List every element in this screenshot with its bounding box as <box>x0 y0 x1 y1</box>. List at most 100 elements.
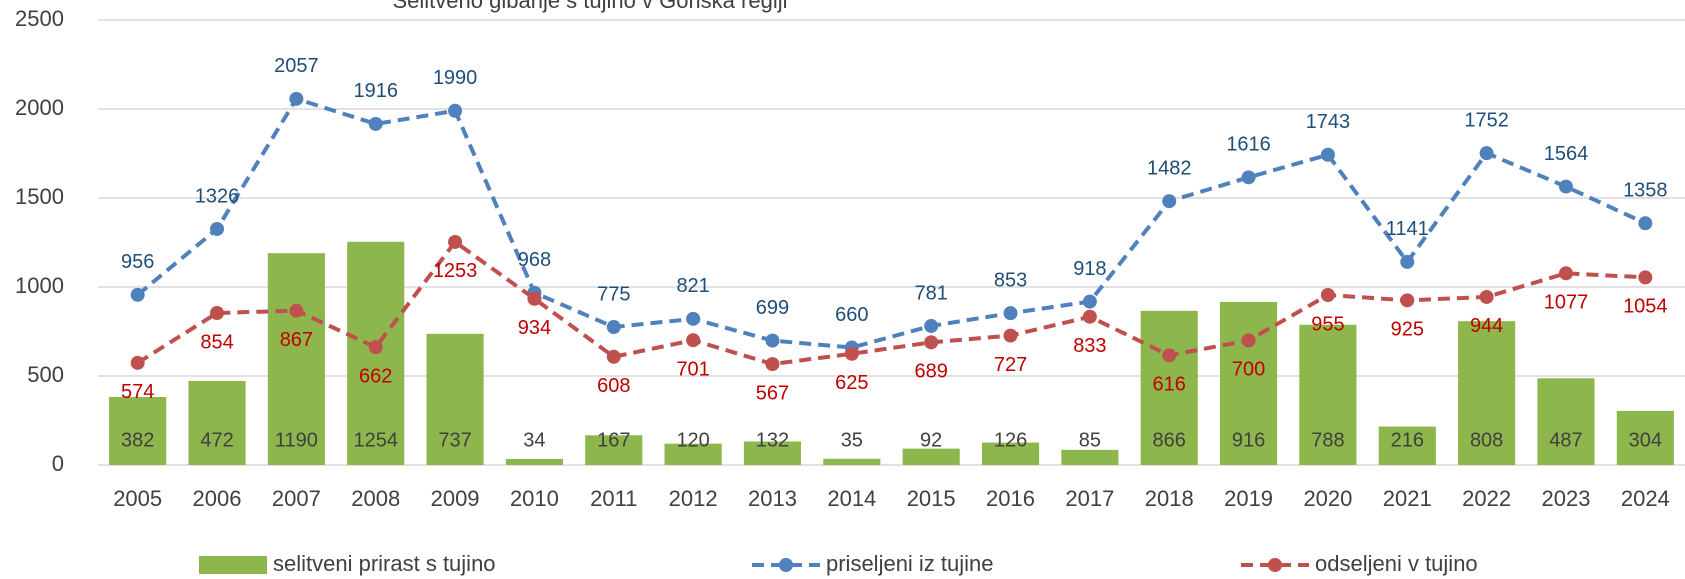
data-label: 34 <box>523 429 545 451</box>
point <box>1241 170 1256 185</box>
data-label: 699 <box>756 297 789 319</box>
point <box>448 103 463 118</box>
point <box>448 234 463 249</box>
point <box>1003 306 1018 321</box>
bar <box>585 435 643 465</box>
x-tick-label: 2010 <box>510 486 559 511</box>
bar <box>1061 449 1119 465</box>
data-label: 866 <box>1153 429 1186 451</box>
x-tick-label: 2015 <box>907 486 956 511</box>
data-label: 788 <box>1311 429 1344 451</box>
point <box>765 333 780 348</box>
y-tick-label: 1000 <box>15 273 64 298</box>
data-label: 574 <box>121 381 154 403</box>
point <box>844 346 859 361</box>
data-label: 35 <box>841 429 863 451</box>
legend-label: priseljeni iz tujine <box>826 551 994 576</box>
point <box>210 221 225 236</box>
point <box>924 335 939 350</box>
data-label: 781 <box>914 282 947 304</box>
data-label: 2057 <box>274 55 319 77</box>
point <box>686 333 701 348</box>
point <box>1241 333 1256 348</box>
data-label: 867 <box>280 329 313 351</box>
x-tick-label: 2012 <box>669 486 718 511</box>
legend-label: odseljeni v tujino <box>1315 551 1478 576</box>
legend-marker <box>779 558 793 572</box>
x-tick-label: 2022 <box>1462 486 1511 511</box>
point <box>289 91 304 106</box>
y-tick-label: 2500 <box>15 6 64 31</box>
data-label: 304 <box>1629 429 1662 451</box>
point <box>1558 266 1573 281</box>
x-tick-label: 2005 <box>113 486 162 511</box>
data-label: 126 <box>994 429 1027 451</box>
data-label: 382 <box>121 429 154 451</box>
data-label: 775 <box>597 283 630 305</box>
bar <box>188 380 246 465</box>
y-tick-label: 2000 <box>15 95 64 120</box>
point <box>1320 147 1335 162</box>
x-tick-label: 2024 <box>1621 486 1670 511</box>
line <box>136 96 1647 350</box>
data-label: 727 <box>994 354 1027 376</box>
data-label: 608 <box>597 375 630 397</box>
legend-label: selitveni prirast s tujino <box>273 551 496 576</box>
point <box>1479 289 1494 304</box>
x-tick-label: 2014 <box>827 486 876 511</box>
data-label: 1077 <box>1544 292 1589 314</box>
data-label: 955 <box>1311 313 1344 335</box>
point <box>765 357 780 372</box>
point <box>1638 216 1653 231</box>
point <box>1162 348 1177 363</box>
data-label: 662 <box>359 365 392 387</box>
y-tick-label: 500 <box>27 362 64 387</box>
point <box>527 291 542 306</box>
x-tick-label: 2006 <box>193 486 242 511</box>
data-label: 1990 <box>433 67 478 89</box>
data-label: 616 <box>1153 374 1186 396</box>
data-label: 216 <box>1391 429 1424 451</box>
bar <box>823 458 881 465</box>
bar <box>109 397 167 465</box>
data-label: 700 <box>1232 359 1265 381</box>
bar <box>1140 310 1198 465</box>
data-label: 853 <box>994 269 1027 291</box>
data-label: 808 <box>1470 429 1503 451</box>
data-label: 625 <box>835 372 868 394</box>
data-label: 916 <box>1232 429 1265 451</box>
point <box>210 305 225 320</box>
x-tick-label: 2011 <box>590 486 637 511</box>
bar <box>267 253 325 465</box>
point <box>368 116 383 131</box>
bar <box>664 443 722 465</box>
bar <box>505 458 563 465</box>
data-label: 1141 <box>1386 218 1429 240</box>
data-label: 925 <box>1391 319 1424 341</box>
x-tick-label: 2009 <box>431 486 480 511</box>
data-label: 934 <box>518 317 551 339</box>
bar <box>1616 410 1674 465</box>
point <box>1082 294 1097 309</box>
data-label: 956 <box>121 251 154 273</box>
point <box>606 320 621 335</box>
point <box>1638 270 1653 285</box>
x-tick-label: 2017 <box>1065 486 1114 511</box>
data-label: 660 <box>835 304 868 326</box>
point <box>1558 179 1573 194</box>
x-tick-label: 2007 <box>272 486 321 511</box>
data-label: 968 <box>518 249 551 271</box>
data-label: 487 <box>1549 429 1582 451</box>
x-tick-label: 2016 <box>986 486 1035 511</box>
data-label: 854 <box>200 331 233 353</box>
bar <box>1458 321 1516 465</box>
data-label: 689 <box>914 361 947 383</box>
data-label: 1253 <box>433 260 478 282</box>
data-label: 737 <box>438 429 471 451</box>
data-label: 472 <box>200 429 233 451</box>
x-tick-label: 2013 <box>748 486 797 511</box>
x-tick-label: 2023 <box>1541 486 1590 511</box>
point <box>289 303 304 318</box>
point <box>1400 293 1415 308</box>
